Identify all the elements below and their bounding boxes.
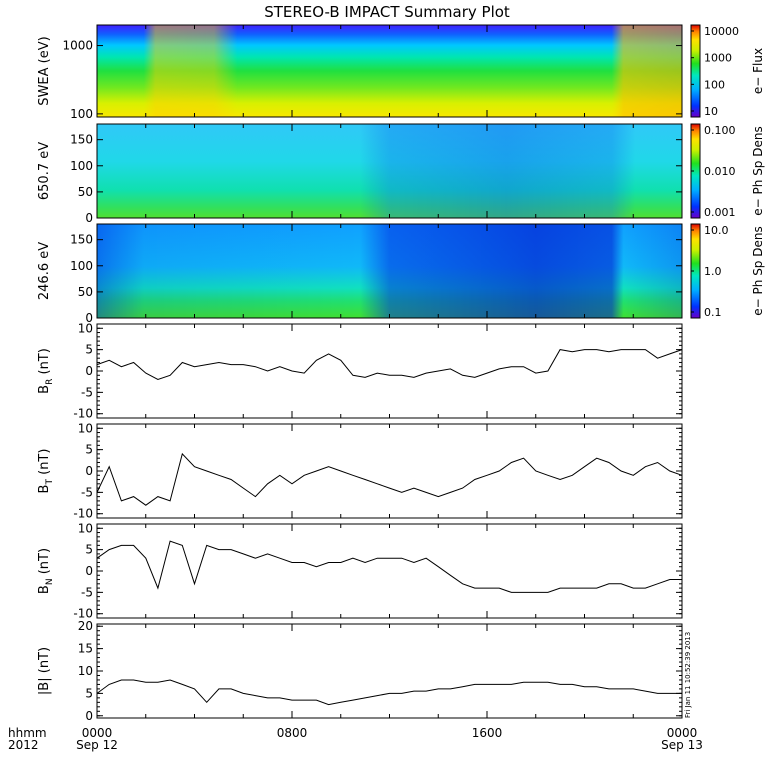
colorbar-label: e− Ph Sp Dens bbox=[751, 126, 765, 215]
colorbar-tick-label: 0.1 bbox=[704, 306, 722, 319]
swea-spectrogram bbox=[97, 25, 682, 117]
colorbar-tick-label: 0.001 bbox=[704, 206, 736, 219]
panel-frame-7 bbox=[96, 623, 683, 719]
y-axis-label: BN (nT) bbox=[37, 548, 55, 594]
y-tick-label: 0 bbox=[85, 364, 93, 378]
colorbar-tick-label: 0.010 bbox=[704, 165, 736, 178]
pad-246-spectrogram bbox=[97, 224, 682, 318]
y-axis-label: 246.6 eV bbox=[37, 242, 52, 300]
time-tick-label: 0000 bbox=[667, 726, 698, 740]
y-tick-label: 10 bbox=[78, 321, 93, 335]
y-tick-label: -10 bbox=[73, 607, 93, 621]
y-tick-label: -10 bbox=[73, 507, 93, 521]
panel-frame-5 bbox=[96, 423, 683, 519]
y-tick-label: -5 bbox=[81, 485, 93, 499]
field-trace-6 bbox=[96, 540, 682, 593]
time-label-hhmm: hhmm bbox=[8, 726, 47, 740]
y-axis-label: BT (nT) bbox=[37, 449, 55, 494]
y-axis-label: |B| (nT) bbox=[37, 647, 52, 695]
field-trace-5 bbox=[96, 452, 683, 506]
time-tick-label: 0000 bbox=[82, 726, 113, 740]
panel-frame-4 bbox=[96, 323, 683, 419]
y-tick-label: 5 bbox=[85, 343, 93, 357]
y-tick-label: 10 bbox=[78, 421, 93, 435]
y-tick-label: 0 bbox=[85, 464, 93, 478]
y-tick-label: 20 bbox=[78, 619, 93, 633]
colorbar-flux bbox=[690, 24, 701, 118]
colorbar-tick-label: 10 bbox=[704, 105, 718, 118]
y-tick-label: 100 bbox=[70, 259, 93, 273]
y-tick-label: -5 bbox=[81, 385, 93, 399]
colorbar-tick-label: 100 bbox=[704, 78, 725, 91]
y-tick-label: 0 bbox=[85, 311, 93, 325]
y-tick-label: 0 bbox=[85, 709, 93, 723]
y-tick-label: 100 bbox=[70, 107, 93, 121]
field-trace-7 bbox=[96, 679, 682, 706]
y-axis-label: SWEA (eV) bbox=[37, 36, 52, 105]
y-tick-label: 0 bbox=[85, 211, 93, 225]
y-tick-label: 50 bbox=[78, 185, 93, 199]
time-label-year: 2012 bbox=[8, 738, 39, 752]
y-axis-label: BR (nT) bbox=[37, 348, 55, 394]
colorbar-tick-label: 0.100 bbox=[704, 124, 736, 137]
time-tick-label: 0800 bbox=[277, 726, 308, 740]
colorbar-label: e− Flux bbox=[751, 48, 765, 94]
panel-frame-6 bbox=[96, 523, 683, 619]
colorbar-tick-label: 10.0 bbox=[704, 224, 729, 237]
date-tick-label: Sep 13 bbox=[661, 738, 703, 752]
y-tick-label: 10 bbox=[78, 664, 93, 678]
colorbar-tick-label: 10000 bbox=[704, 25, 739, 38]
y-tick-label: -5 bbox=[81, 585, 93, 599]
y-tick-label: 15 bbox=[78, 642, 93, 656]
y-tick-label: 5 bbox=[85, 443, 93, 457]
generation-stamp: Fri Jan 11 10:52:39 2013 bbox=[684, 632, 692, 718]
y-tick-label: 5 bbox=[85, 543, 93, 557]
pad-650-spectrogram bbox=[97, 124, 682, 218]
y-tick-label: 100 bbox=[70, 159, 93, 173]
y-tick-label: 10 bbox=[78, 521, 93, 535]
colorbar-tick-label: 1000 bbox=[704, 52, 732, 65]
colorbar-label: e− Ph Sp Dens bbox=[751, 226, 765, 315]
y-tick-label: 5 bbox=[85, 686, 93, 700]
colorbar-tick-label: 1.0 bbox=[704, 265, 722, 278]
y-tick-label: -10 bbox=[73, 407, 93, 421]
y-tick-label: 150 bbox=[70, 233, 93, 247]
y-tick-label: 0 bbox=[85, 564, 93, 578]
time-tick-label: 1600 bbox=[472, 726, 503, 740]
y-tick-label: 1000 bbox=[62, 39, 93, 53]
y-tick-label: 150 bbox=[70, 133, 93, 147]
date-tick-label: Sep 12 bbox=[76, 738, 118, 752]
y-axis-label: 650.7 eV bbox=[37, 142, 52, 200]
field-trace-4 bbox=[96, 349, 683, 381]
plot-title: STEREO-B IMPACT Summary Plot bbox=[264, 3, 510, 21]
y-tick-label: 50 bbox=[78, 285, 93, 299]
